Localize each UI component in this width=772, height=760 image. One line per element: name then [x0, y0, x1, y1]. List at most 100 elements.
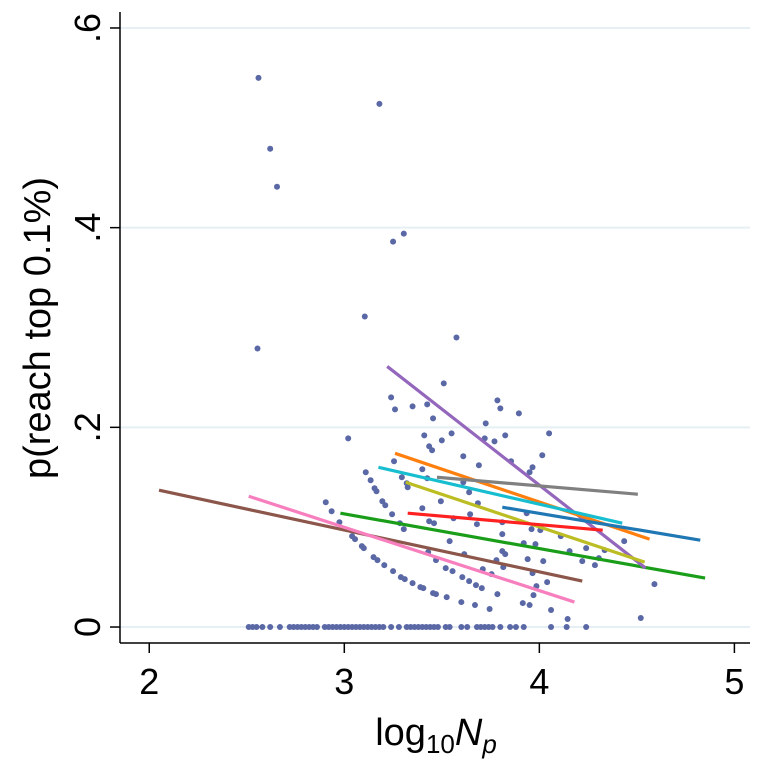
data-point	[519, 600, 526, 607]
data-point	[392, 406, 399, 413]
data-point	[466, 489, 473, 496]
data-point	[563, 624, 570, 631]
data-point	[579, 558, 586, 565]
y-tick-label: .4	[67, 213, 108, 243]
data-point	[432, 591, 439, 598]
data-point	[373, 488, 380, 495]
data-point	[374, 557, 381, 564]
data-point	[449, 568, 456, 575]
data-point	[497, 624, 504, 631]
data-point	[637, 615, 644, 622]
data-point	[507, 624, 514, 631]
data-point	[395, 624, 402, 631]
data-point	[502, 551, 509, 558]
data-point	[429, 447, 436, 454]
data-point	[512, 624, 519, 631]
fit-line-cyan	[378, 465, 623, 525]
y-axis-title: p(reach top 0.1%)	[17, 177, 59, 479]
data-point	[464, 624, 471, 631]
data-point	[274, 183, 281, 190]
x-tick-label: 5	[724, 661, 744, 702]
data-point	[489, 624, 496, 631]
y-axis-ticks: 0 .2 .4 .6	[67, 13, 120, 637]
data-point	[494, 397, 501, 404]
fit-line-purple	[386, 365, 647, 570]
data-point	[440, 380, 447, 387]
fit-line-blue	[502, 505, 701, 542]
x-tick-label: 2	[139, 661, 159, 702]
data-point	[362, 469, 369, 476]
data-point	[458, 624, 465, 631]
data-point	[548, 624, 555, 631]
x-title-var: N	[455, 712, 483, 754]
fit-line-pink	[248, 494, 575, 604]
data-point	[388, 624, 395, 631]
data-point	[419, 466, 426, 473]
data-point	[360, 545, 367, 552]
data-point	[591, 562, 598, 569]
data-point	[529, 464, 536, 471]
x-axis-ticks: 2 3 4 5	[139, 643, 744, 702]
axes	[119, 12, 750, 644]
data-point	[276, 624, 283, 631]
data-point	[398, 474, 405, 481]
data-point	[651, 581, 658, 588]
data-point	[404, 484, 411, 491]
data-point	[426, 518, 433, 525]
data-point	[267, 624, 274, 631]
data-point	[267, 145, 274, 152]
data-point	[361, 313, 368, 320]
data-point	[583, 545, 590, 552]
data-point	[438, 437, 445, 444]
data-point	[472, 582, 479, 589]
data-point	[390, 568, 397, 575]
gridlines	[120, 26, 750, 629]
data-point	[446, 538, 453, 545]
data-point	[497, 405, 504, 412]
data-point	[446, 624, 453, 631]
data-point	[382, 502, 389, 509]
data-point	[520, 624, 527, 631]
data-point	[434, 624, 441, 631]
data-point	[409, 403, 416, 410]
data-point	[564, 616, 571, 623]
data-point	[458, 599, 465, 606]
data-point	[494, 591, 501, 598]
data-point	[526, 469, 533, 476]
data-point	[253, 624, 260, 631]
data-point	[515, 410, 522, 417]
data-point	[328, 508, 335, 515]
data-point	[524, 556, 531, 563]
data-point	[583, 624, 590, 631]
data-point	[313, 624, 320, 631]
data-point	[442, 565, 449, 572]
data-point	[400, 230, 407, 237]
data-point	[255, 74, 262, 81]
data-point	[526, 602, 533, 609]
y-tick-label: .6	[67, 13, 108, 43]
data-point	[539, 452, 546, 459]
data-point	[376, 100, 383, 107]
data-point	[388, 394, 395, 401]
data-point	[486, 606, 493, 613]
data-point	[460, 453, 467, 460]
data-point	[546, 430, 553, 437]
data-point	[381, 562, 388, 569]
data-point	[424, 401, 431, 408]
data-point	[544, 579, 551, 586]
data-point	[467, 511, 474, 518]
data-point	[491, 438, 498, 445]
data-point	[430, 415, 437, 422]
x-tick-label: 3	[334, 661, 354, 702]
data-point	[459, 574, 466, 581]
fit-line-gray	[436, 475, 638, 496]
y-tick-label: 0	[67, 617, 108, 637]
data-point	[499, 531, 506, 538]
data-point	[443, 594, 450, 601]
data-point	[409, 580, 416, 587]
data-point	[532, 541, 539, 548]
data-point	[473, 521, 480, 528]
data-point	[431, 520, 438, 527]
x-axis-title: log10Np	[375, 712, 497, 759]
